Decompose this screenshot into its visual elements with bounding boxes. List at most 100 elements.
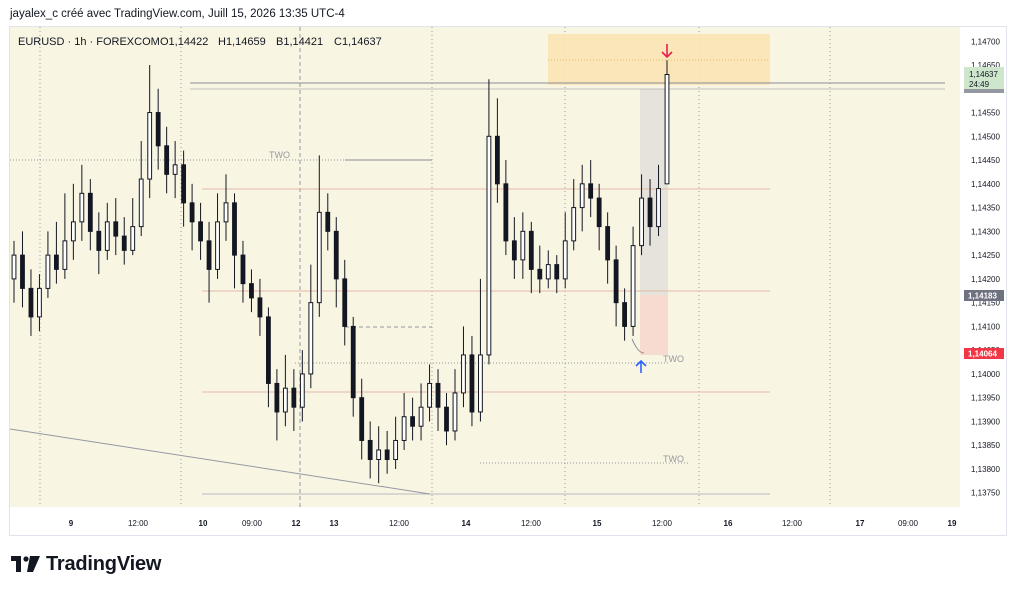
y-tick-label: 1,14550 — [971, 109, 1000, 118]
candle-body-up — [172, 164, 178, 175]
candle-body-up — [79, 192, 85, 223]
candle-body-up — [37, 287, 42, 318]
x-tick-label: 16 — [724, 519, 733, 528]
candle-body-up — [486, 135, 492, 356]
ohlc-low: B1,14421 — [276, 36, 323, 48]
candle-body-up — [308, 302, 314, 375]
x-tick-label: 12:00 — [782, 519, 803, 528]
candle-body-up — [376, 449, 382, 460]
x-tick-label: 10 — [199, 519, 208, 528]
candle — [410, 397, 415, 441]
x-tick-label: 12:00 — [389, 519, 410, 528]
candle — [478, 278, 483, 422]
candle — [70, 183, 76, 260]
candle — [164, 126, 170, 194]
y-tick-label: 1,14500 — [971, 132, 1000, 141]
candle-body-down — [384, 449, 390, 460]
candle — [333, 217, 339, 308]
candle — [664, 60, 670, 185]
candle-body-up — [630, 245, 636, 327]
candle — [545, 250, 551, 289]
candle — [444, 392, 449, 446]
chart-frame: TWO TWO TWO EURUSD · 1h · FOREXCOM O1,14… — [9, 26, 1007, 536]
candle-body-up — [418, 406, 424, 427]
candle-body-up — [11, 254, 17, 280]
candle — [401, 392, 407, 450]
current-price-value: 1,14637 — [969, 70, 998, 79]
current-price-edge — [964, 89, 1004, 93]
candle-body-up — [299, 373, 305, 408]
candle-body-up — [62, 240, 68, 270]
tradingview-logo[interactable]: TradingView — [11, 553, 161, 575]
candle — [656, 164, 661, 237]
candle-body-down — [469, 354, 475, 413]
candle-body-up — [130, 226, 136, 251]
candle-body-up — [571, 207, 577, 242]
low-price-bg — [964, 348, 1004, 359]
x-tick-label: 19 — [948, 519, 957, 528]
candle — [316, 155, 322, 317]
candle-body-up — [452, 392, 458, 432]
candle-body-down — [342, 278, 348, 327]
candle-body-down — [28, 287, 34, 318]
candle — [257, 278, 263, 336]
y-tick-label: 1,13750 — [971, 489, 1000, 498]
down-arrow-icon — [661, 44, 673, 59]
candle-body-down — [622, 302, 628, 327]
candle — [630, 226, 636, 336]
candle-body-down — [121, 235, 127, 251]
candle-body-down — [240, 254, 246, 285]
candle — [554, 255, 560, 294]
y-tick-label: 1,13850 — [971, 441, 1000, 450]
candle — [147, 65, 153, 199]
horizontal-levels — [9, 82, 945, 495]
y-tick-label: 1,14100 — [971, 322, 1000, 331]
ohlc-close: C1,14637 — [334, 36, 382, 48]
time-axis[interactable]: 9 12:00 10 09:00 12 13 12:00 14 12:00 15 12:00 16 12… — [69, 519, 957, 528]
y-tick-label: 1,14350 — [971, 204, 1000, 213]
candle-body-down — [435, 382, 441, 408]
candle-body-down — [198, 221, 203, 242]
candle — [223, 174, 229, 241]
x-tick-label: 12:00 — [521, 519, 542, 528]
candle-body-up — [70, 221, 76, 242]
candle — [622, 288, 628, 341]
candle — [172, 141, 178, 199]
symbol-label: EURUSD · 1h · FOREXCOM — [18, 36, 160, 48]
candle — [342, 259, 348, 346]
candle — [20, 231, 25, 308]
x-tick-label: 9 — [69, 519, 74, 528]
candle-body-down — [96, 230, 102, 251]
candle — [53, 221, 59, 284]
up-arrow-icon — [635, 359, 647, 373]
candle-body-down — [257, 297, 263, 318]
candle — [45, 231, 51, 298]
y-tick-label: 1,13900 — [971, 417, 1000, 426]
annotation-two-2: TWO — [663, 354, 684, 364]
candle — [87, 179, 93, 251]
brand-name: TradingView — [46, 552, 162, 575]
candle-body-down — [359, 397, 365, 441]
x-tick-label: 12:00 — [652, 519, 673, 528]
price-label-low: 1,14064 — [964, 348, 1004, 359]
candle-body-up — [147, 112, 153, 180]
candle — [28, 269, 34, 336]
x-tick-label: 12 — [292, 519, 301, 528]
y-tick-label: 1,14300 — [971, 227, 1000, 236]
candle — [511, 217, 517, 279]
candle-body-up — [215, 221, 220, 270]
candle-body-down — [333, 230, 339, 280]
candle — [376, 426, 382, 484]
candlestick-chart[interactable]: TWO TWO TWO EURUSD · 1h · FOREXCOM O1,14… — [9, 27, 1006, 535]
x-tick-label: 13 — [330, 519, 339, 528]
y-tick-label: 1,13800 — [971, 465, 1000, 474]
candle — [596, 183, 602, 251]
time-axis-background — [10, 507, 960, 535]
candle — [104, 202, 110, 260]
candle-body-down — [554, 264, 560, 280]
candle — [206, 221, 212, 303]
x-tick-label: 15 — [593, 519, 602, 528]
candle-body-up — [316, 211, 322, 304]
candle — [266, 307, 271, 408]
annotation-two-3: TWO — [663, 454, 684, 464]
